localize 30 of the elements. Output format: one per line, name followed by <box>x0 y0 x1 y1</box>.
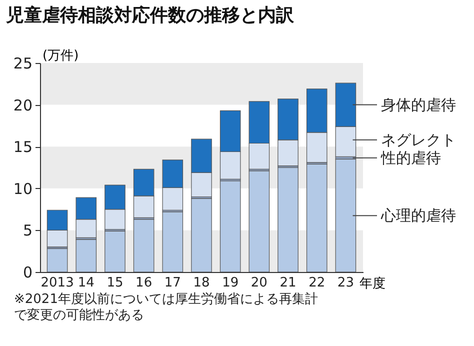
x-tick-label: 21 <box>280 276 296 290</box>
x-tick-label: 22 <box>308 276 326 290</box>
series-label: ネグレクト <box>381 130 456 149</box>
x-axis-title: 年度 <box>360 276 386 292</box>
x-tick-label: 16 <box>136 276 152 290</box>
bar <box>46 248 68 272</box>
x-tick-label: 15 <box>106 276 124 290</box>
bar <box>335 158 356 272</box>
text: ※2021年度以前については厚生労働省による再集計で変更の可能性がある <box>14 292 319 324</box>
series-label: 性的虐待 <box>380 148 441 167</box>
x-tick-label: 20 <box>250 276 268 290</box>
x-tick-label: 2013 <box>40 276 74 290</box>
x-tick-label: 14 <box>78 276 94 290</box>
chart-title: 児童虐待相談対応件数の推移と内訳 <box>5 5 295 26</box>
y-tick-label: 5 <box>22 222 32 240</box>
bar <box>104 230 126 272</box>
bar <box>278 167 298 272</box>
x-tick-label: 23 <box>337 276 354 290</box>
y-tick-label: 0 <box>22 264 32 282</box>
series-label: 身体的虐待 <box>381 96 456 114</box>
bar <box>191 198 212 272</box>
y-tick-label: 15 <box>13 138 32 156</box>
y-tick-label: 20 <box>13 96 32 114</box>
x-tick-label: 18 <box>193 276 210 290</box>
x-tick-label: 19 <box>222 276 239 290</box>
x-tick-label: 17 <box>164 276 181 290</box>
series-label: 心理的虐待 <box>380 206 456 225</box>
y-axis-title: (万件) <box>42 48 79 64</box>
y-tick-label: 10 <box>13 180 32 198</box>
y-tick-label: 25 <box>13 54 32 72</box>
